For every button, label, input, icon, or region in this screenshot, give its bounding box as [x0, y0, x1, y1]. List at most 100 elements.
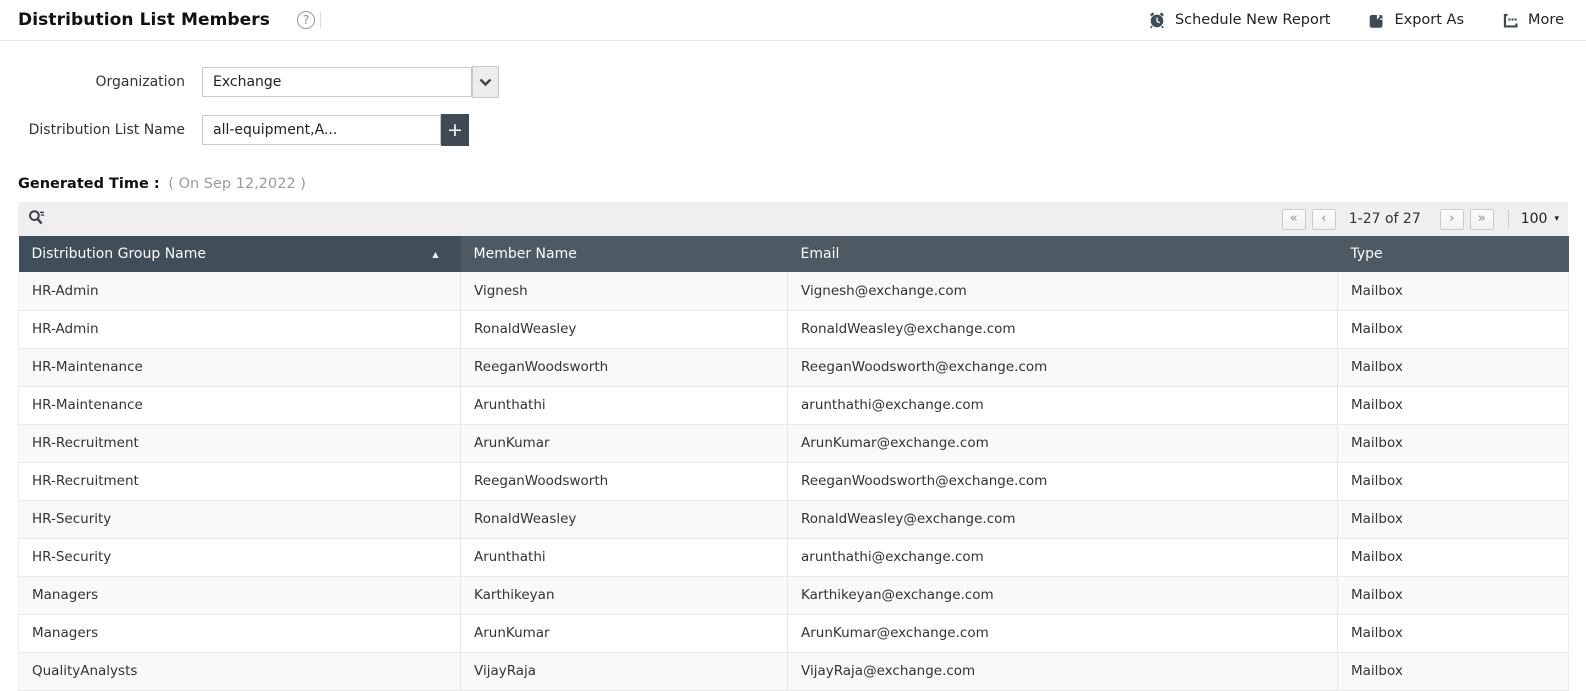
- column-header-type[interactable]: Type: [1337, 236, 1569, 272]
- pagination-prev-button[interactable]: ‹: [1311, 208, 1336, 230]
- distribution-list-name-input[interactable]: [202, 115, 441, 145]
- table-row: HR-Security Arunthathi arunthathi@exchan…: [18, 538, 1569, 577]
- distribution-list-name-label: Distribution List Name: [28, 122, 185, 138]
- cell-distribution-group-name: HR-Recruitment: [18, 424, 461, 463]
- cell-type: Mailbox: [1337, 652, 1569, 691]
- cell-email: RonaldWeasley@exchange.com: [787, 500, 1338, 539]
- cell-type: Mailbox: [1337, 424, 1569, 463]
- dropdown-arrow-icon: ▾: [1554, 214, 1559, 224]
- cell-distribution-group-name: HR-Security: [18, 500, 461, 539]
- table-row: HR-Recruitment ArunKumar ArunKumar@excha…: [18, 424, 1569, 463]
- page-title: Distribution List Members: [18, 10, 271, 30]
- cell-distribution-group-name: HR-Admin: [18, 310, 461, 349]
- schedule-new-report-label: Schedule New Report: [1174, 12, 1331, 28]
- cell-member-name: RonaldWeasley: [460, 310, 788, 349]
- generated-time: Generated Time : ( On Sep 12,2022 ): [18, 176, 1586, 192]
- table-row: HR-Security RonaldWeasley RonaldWeasley@…: [18, 500, 1569, 539]
- cell-email: Karthikeyan@exchange.com: [787, 576, 1338, 615]
- title-divider: [320, 12, 322, 28]
- cell-member-name: Arunthathi: [460, 538, 788, 577]
- cell-member-name: ArunKumar: [460, 424, 788, 463]
- cell-type: Mailbox: [1337, 538, 1569, 577]
- more-button[interactable]: More: [1502, 12, 1564, 29]
- cell-distribution-group-name: QualityAnalysts: [18, 652, 461, 691]
- column-header-email[interactable]: Email: [787, 236, 1338, 272]
- cell-distribution-group-name: HR-Admin: [18, 272, 461, 311]
- cell-email: ReeganWoodsworth@exchange.com: [787, 462, 1338, 501]
- cell-type: Mailbox: [1337, 614, 1569, 653]
- cell-type: Mailbox: [1337, 462, 1569, 501]
- organization-dropdown-button[interactable]: [472, 66, 499, 98]
- page-size-dropdown[interactable]: 100 ▾: [1521, 211, 1559, 227]
- cell-member-name: RonaldWeasley: [460, 500, 788, 539]
- generated-time-value: ( On Sep 12,2022 ): [168, 176, 306, 192]
- table-row: Managers Karthikeyan Karthikeyan@exchang…: [18, 576, 1569, 615]
- cell-email: RonaldWeasley@exchange.com: [787, 310, 1338, 349]
- table-row: HR-Maintenance ReeganWoodsworth ReeganWo…: [18, 348, 1569, 387]
- pagination-last-button[interactable]: »: [1469, 208, 1494, 230]
- chevron-down-icon: [479, 75, 492, 90]
- cell-email: ArunKumar@exchange.com: [787, 424, 1338, 463]
- search-button[interactable]: [27, 208, 46, 230]
- organization-select[interactable]: Exchange: [202, 67, 472, 97]
- cell-distribution-group-name: Managers: [18, 576, 461, 615]
- table-header-row: Distribution Group Name ▲ Member Name Em…: [18, 236, 1569, 272]
- more-icon: [1502, 12, 1519, 29]
- generated-time-label: Generated Time :: [18, 176, 160, 192]
- schedule-new-report-button[interactable]: Schedule New Report: [1148, 11, 1331, 29]
- cell-email: arunthathi@exchange.com: [787, 538, 1338, 577]
- cell-member-name: Arunthathi: [460, 386, 788, 425]
- cell-member-name: ReeganWoodsworth: [460, 348, 788, 387]
- cell-distribution-group-name: HR-Maintenance: [18, 348, 461, 387]
- cell-type: Mailbox: [1337, 272, 1569, 311]
- table-body: HR-Admin Vignesh Vignesh@exchange.com Ma…: [18, 272, 1569, 691]
- alarm-clock-icon: [1148, 11, 1166, 29]
- members-table: Distribution Group Name ▲ Member Name Em…: [18, 236, 1569, 691]
- cell-distribution-group-name: Managers: [18, 614, 461, 653]
- cell-distribution-group-name: HR-Recruitment: [18, 462, 461, 501]
- sort-ascending-icon: ▲: [432, 249, 439, 259]
- cell-email: VijayRaja@exchange.com: [787, 652, 1338, 691]
- organization-label: Organization: [95, 74, 185, 90]
- cell-distribution-group-name: HR-Security: [18, 538, 461, 577]
- cell-member-name: Karthikeyan: [460, 576, 788, 615]
- cell-member-name: Vignesh: [460, 272, 788, 311]
- pagination: « ‹ 1-27 of 27 › » 100 ▾: [1276, 208, 1559, 230]
- table-row: HR-Admin Vignesh Vignesh@exchange.com Ma…: [18, 272, 1569, 311]
- cell-type: Mailbox: [1337, 310, 1569, 349]
- cell-email: Vignesh@exchange.com: [787, 272, 1338, 311]
- column-header-distribution-group-name[interactable]: Distribution Group Name ▲: [18, 236, 461, 272]
- cell-type: Mailbox: [1337, 386, 1569, 425]
- table-toolbar: « ‹ 1-27 of 27 › » 100 ▾: [18, 202, 1568, 236]
- column-header-member-name[interactable]: Member Name: [460, 236, 788, 272]
- page-size-value: 100: [1520, 211, 1548, 227]
- report-header: Distribution List Members ? Schedule New…: [0, 0, 1586, 41]
- cell-member-name: VijayRaja: [460, 652, 788, 691]
- cell-email: ReeganWoodsworth@exchange.com: [787, 348, 1338, 387]
- export-as-label: Export As: [1394, 12, 1465, 28]
- cell-type: Mailbox: [1337, 348, 1569, 387]
- cell-distribution-group-name: HR-Maintenance: [18, 386, 461, 425]
- more-label: More: [1528, 12, 1564, 28]
- table-row: HR-Recruitment ReeganWoodsworth ReeganWo…: [18, 462, 1569, 501]
- pagination-first-button[interactable]: «: [1281, 208, 1306, 230]
- cell-type: Mailbox: [1337, 576, 1569, 615]
- pagination-divider: [1507, 210, 1509, 228]
- cell-type: Mailbox: [1337, 500, 1569, 539]
- cell-email: arunthathi@exchange.com: [787, 386, 1338, 425]
- pagination-next-button[interactable]: ›: [1439, 208, 1464, 230]
- cell-member-name: ReeganWoodsworth: [460, 462, 788, 501]
- search-icon: [27, 208, 46, 230]
- cell-member-name: ArunKumar: [460, 614, 788, 653]
- help-icon[interactable]: ?: [297, 11, 316, 29]
- add-distribution-list-button[interactable]: +: [441, 114, 469, 146]
- pagination-range: 1-27 of 27: [1348, 211, 1421, 227]
- table-row: HR-Admin RonaldWeasley RonaldWeasley@exc…: [18, 310, 1569, 349]
- table-row: HR-Maintenance Arunthathi arunthathi@exc…: [18, 386, 1569, 425]
- export-as-button[interactable]: Export As: [1368, 11, 1465, 29]
- header-actions: Schedule New Report Export As: [1148, 11, 1564, 29]
- table-row: Managers ArunKumar ArunKumar@exchange.co…: [18, 614, 1569, 653]
- export-icon: [1368, 11, 1386, 29]
- filter-form: Organization Exchange Distribution List …: [0, 66, 1586, 146]
- table-row: QualityAnalysts VijayRaja VijayRaja@exch…: [18, 652, 1569, 691]
